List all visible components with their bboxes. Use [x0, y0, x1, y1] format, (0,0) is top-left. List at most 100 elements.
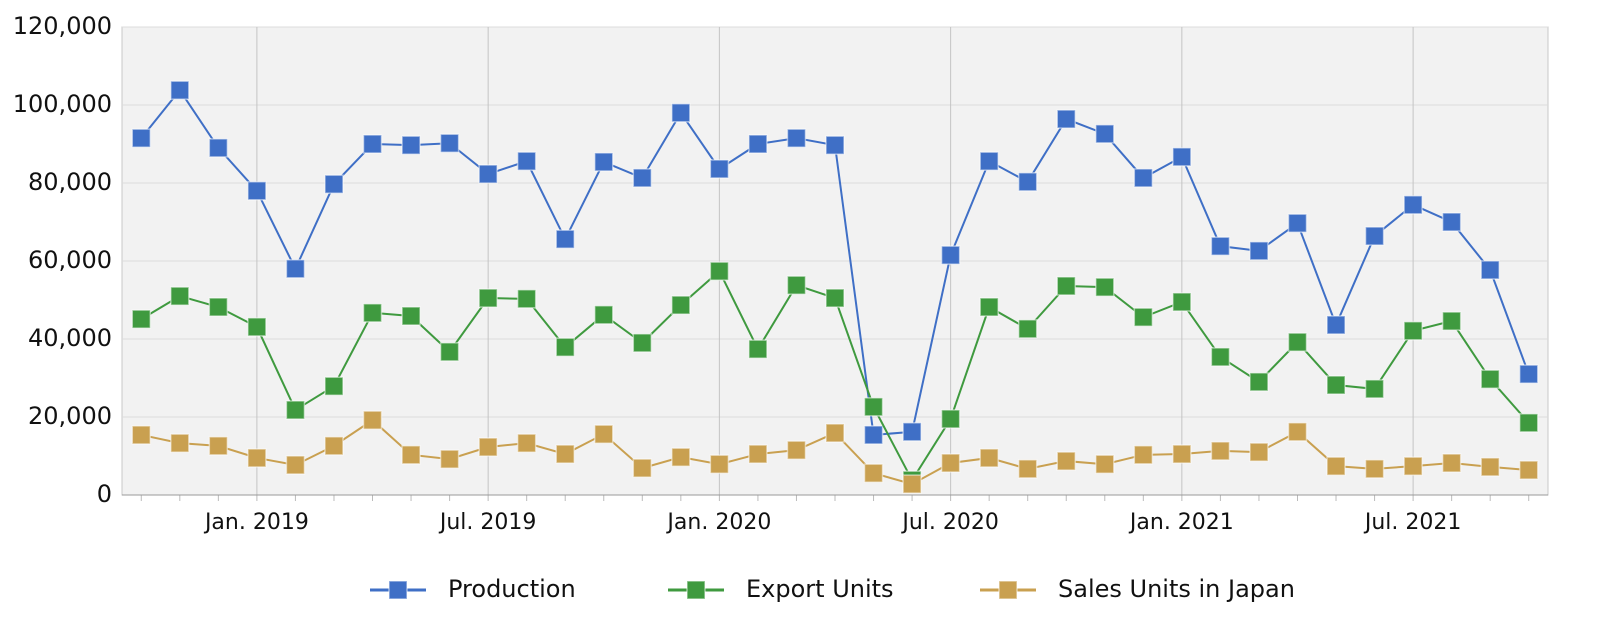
marker	[1364, 226, 1385, 246]
marker	[594, 424, 614, 444]
legend-label: Export Units	[746, 575, 894, 603]
marker	[285, 400, 306, 420]
marker	[709, 159, 730, 179]
marker	[1249, 372, 1269, 392]
y-tick-label: 0	[97, 480, 112, 508]
legend-label: Sales Units in Japan	[1058, 575, 1295, 603]
marker	[786, 128, 807, 148]
marker	[863, 425, 884, 445]
legend-marker	[998, 580, 1018, 600]
marker	[825, 288, 845, 308]
marker	[478, 437, 498, 457]
y-tick-label: 120,000	[13, 12, 112, 40]
marker	[170, 433, 190, 453]
x-tick-label: Jul. 2019	[438, 510, 537, 535]
legend-label: Production	[448, 575, 576, 603]
marker	[362, 134, 383, 154]
marker	[478, 288, 498, 308]
marker	[439, 342, 460, 362]
marker	[1326, 375, 1346, 395]
marker	[131, 309, 152, 329]
marker	[170, 80, 190, 100]
marker	[1210, 441, 1231, 461]
marker	[324, 376, 344, 396]
marker	[1249, 442, 1269, 462]
marker	[439, 133, 460, 153]
marker	[940, 453, 961, 473]
marker	[1017, 319, 1038, 339]
marker	[285, 259, 306, 279]
y-tick-label: 100,000	[13, 90, 112, 118]
marker	[1017, 172, 1038, 192]
x-tick-label: Jan. 2020	[665, 510, 771, 535]
marker	[632, 458, 653, 478]
marker	[1441, 311, 1462, 331]
marker	[1056, 109, 1076, 129]
legend-marker	[388, 580, 408, 600]
marker	[401, 135, 421, 155]
marker	[1518, 364, 1539, 384]
marker	[1210, 236, 1231, 256]
marker	[401, 306, 421, 326]
marker	[1210, 347, 1231, 367]
marker	[1095, 277, 1115, 297]
marker	[1095, 124, 1115, 144]
marker	[1133, 307, 1154, 327]
marker	[1518, 413, 1539, 433]
marker	[1172, 147, 1192, 167]
marker	[324, 174, 344, 194]
marker	[825, 135, 845, 155]
marker	[632, 168, 653, 188]
marker	[1364, 379, 1385, 399]
legend-marker	[686, 580, 706, 600]
marker	[940, 245, 961, 265]
marker	[1095, 454, 1115, 474]
marker	[979, 151, 999, 171]
marker	[594, 305, 614, 325]
marker	[1326, 315, 1346, 335]
marker	[979, 297, 999, 317]
marker	[671, 103, 691, 123]
marker	[709, 261, 730, 281]
marker	[1287, 422, 1308, 442]
marker	[863, 463, 884, 483]
marker	[671, 295, 691, 315]
marker	[555, 229, 575, 249]
marker	[555, 337, 575, 357]
marker	[1017, 459, 1038, 479]
marker	[324, 436, 344, 456]
marker	[401, 445, 421, 465]
marker	[632, 333, 653, 353]
marker	[208, 138, 229, 158]
x-tick-label: Jul. 2020	[900, 510, 999, 535]
marker	[1441, 212, 1462, 232]
marker	[362, 303, 383, 323]
marker	[1403, 321, 1423, 341]
marker	[1480, 369, 1500, 389]
marker	[1480, 260, 1500, 280]
marker	[555, 444, 575, 464]
marker	[247, 317, 267, 337]
marker	[516, 433, 537, 453]
marker	[1249, 241, 1269, 261]
x-tick-label: Jan. 2019	[203, 510, 309, 535]
marker	[362, 410, 383, 430]
marker	[1403, 456, 1423, 476]
y-tick-label: 60,000	[28, 246, 112, 274]
marker	[709, 454, 730, 474]
x-tick-label: Jan. 2021	[1128, 510, 1234, 535]
marker	[1518, 460, 1539, 480]
marker	[748, 134, 768, 154]
marker	[285, 455, 306, 475]
marker	[671, 447, 691, 467]
marker	[1133, 445, 1154, 465]
y-tick-label: 40,000	[28, 324, 112, 352]
marker	[1326, 456, 1346, 476]
marker	[979, 448, 999, 468]
marker	[1056, 451, 1076, 471]
marker	[247, 181, 267, 201]
marker	[902, 422, 922, 442]
marker	[1172, 292, 1192, 312]
marker	[131, 128, 152, 148]
